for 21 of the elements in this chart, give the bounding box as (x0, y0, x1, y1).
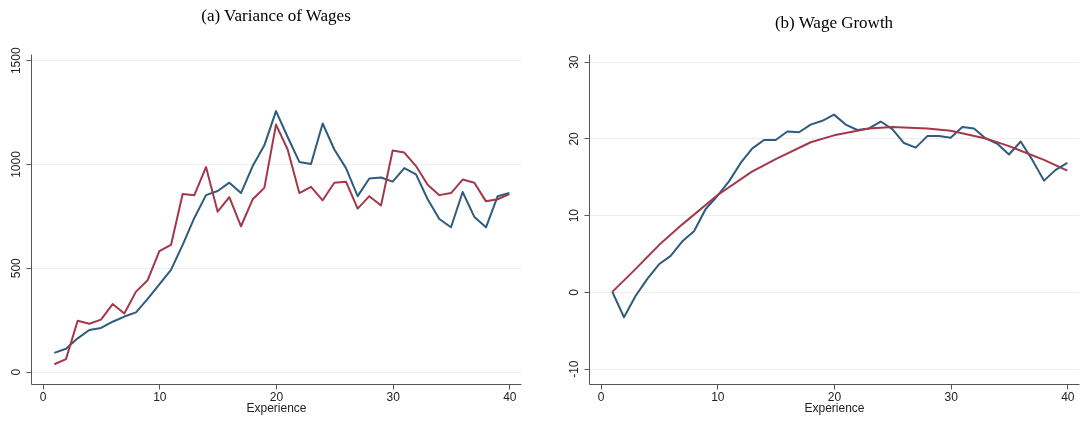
x-tick-label: 40 (1061, 389, 1075, 404)
x-tick-label: 30 (386, 389, 401, 404)
line-series (611, 125, 1069, 293)
y-tick-label: -10 (566, 360, 581, 378)
y-tick-label: 500 (8, 257, 23, 279)
y-tick-label: 1500 (8, 47, 23, 75)
y-tick-label: 10 (566, 208, 581, 223)
y-tick-label: 30 (566, 55, 581, 69)
y-tick-label: 0 (566, 288, 581, 296)
line-series (611, 113, 1069, 319)
x-tick-label: 10 (153, 389, 167, 404)
y-tick-label: 20 (566, 131, 581, 146)
x-tick-label: 40 (503, 389, 517, 404)
x-tick-label: 10 (711, 389, 725, 404)
x-tick-label: 0 (39, 389, 47, 404)
x-tick-label: 0 (597, 389, 605, 404)
y-tick-label: 1000 (8, 150, 23, 178)
y-tick-label: 0 (8, 368, 23, 376)
x-tick-label: 30 (944, 389, 959, 404)
chart-title: (a) Variance of Wages (201, 5, 351, 25)
chart-title: (b) Wage Growth (774, 13, 894, 32)
